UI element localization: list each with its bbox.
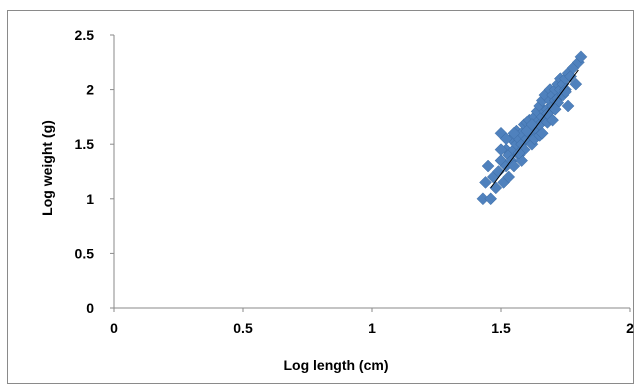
- data-point: [479, 176, 492, 189]
- tick-labels: 0 0.5 1 1.5 2 0 0.5 1 1.5 2 2.5: [75, 27, 635, 336]
- x-tick-label: 0: [110, 320, 118, 336]
- y-tick-label: 1: [86, 191, 94, 207]
- y-tick-label: 2.5: [75, 27, 95, 43]
- data-point: [507, 159, 521, 173]
- data-point: [535, 126, 549, 140]
- y-tick-label: 0.5: [75, 245, 95, 261]
- data-point: [546, 113, 559, 127]
- data-points: [476, 50, 588, 206]
- x-axis-title: Log length (cm): [284, 357, 389, 373]
- data-point: [569, 77, 583, 91]
- data-point: [502, 170, 516, 184]
- chart-axes: [110, 34, 631, 312]
- data-point: [512, 146, 526, 160]
- data-point: [507, 126, 521, 140]
- data-point: [561, 99, 575, 113]
- data-point: [484, 192, 498, 206]
- data-point: [559, 85, 572, 99]
- x-tick-label: 1.5: [491, 320, 511, 336]
- x-tick-label: 0.5: [233, 320, 253, 336]
- data-point: [494, 143, 508, 157]
- y-tick-label: 1.5: [75, 136, 95, 152]
- trendline: [490, 69, 579, 189]
- chart-frame: [7, 10, 634, 384]
- data-point: [499, 132, 513, 146]
- data-point: [481, 159, 495, 173]
- data-point: [574, 50, 588, 64]
- x-tick-label: 1: [368, 320, 376, 336]
- trendline-group: [490, 69, 579, 189]
- y-axis-title: Log weight (g): [39, 120, 55, 216]
- y-tick-label: 2: [86, 82, 94, 98]
- y-tick-label: 0: [86, 300, 94, 316]
- x-tick-label: 2: [626, 320, 634, 336]
